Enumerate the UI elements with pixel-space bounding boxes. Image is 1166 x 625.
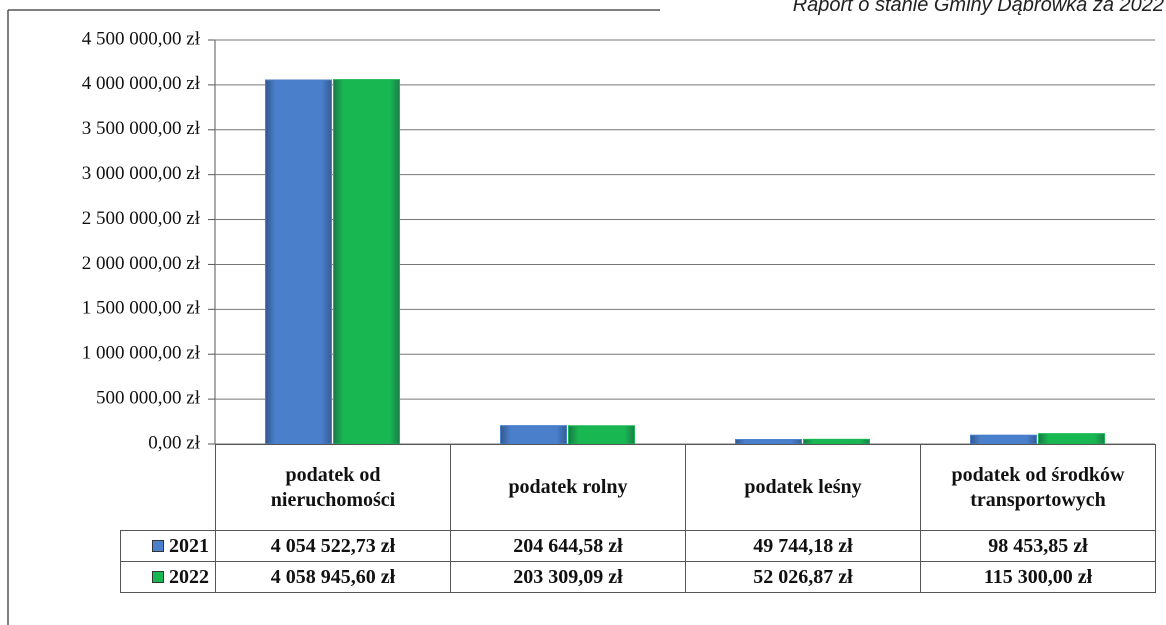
value-label: 52 026,87 zł: [685, 561, 921, 593]
bar: [970, 434, 1037, 445]
legend-label: 2022: [169, 565, 209, 588]
page-header: Raport o stanie Gminy Dąbrówka za 2022: [792, 0, 1164, 16]
legend-entry: 2022: [120, 561, 216, 593]
bar: [265, 79, 332, 445]
value-label: 204 644,58 zł: [450, 530, 686, 562]
bar: [500, 425, 567, 445]
legend-label: 2021: [169, 534, 209, 557]
y-tick-label: 3 000 000,00 zł: [82, 163, 201, 184]
y-tick-label: 1 000 000,00 zł: [82, 343, 201, 364]
bar: [333, 79, 400, 445]
value-label: 203 309,09 zł: [450, 561, 686, 593]
bar: [1038, 433, 1105, 445]
y-tick-label: 0,00 zł: [148, 432, 200, 453]
category-label: podatek od środków transportowych: [920, 444, 1156, 531]
y-tick-label: 500 000,00 zł: [96, 387, 201, 408]
y-tick-label: 1 500 000,00 zł: [82, 298, 201, 319]
legend-swatch: [152, 540, 164, 552]
value-label: 4 054 522,73 zł: [215, 530, 451, 562]
y-tick-label: 2 500 000,00 zł: [82, 208, 201, 229]
value-label: 98 453,85 zł: [920, 530, 1156, 562]
category-label: podatek rolny: [450, 444, 686, 531]
bar: [568, 425, 635, 445]
category-label: podatek leśny: [685, 444, 921, 531]
y-tick-label: 4 500 000,00 zł: [82, 28, 201, 49]
y-tick-label: 3 500 000,00 zł: [82, 118, 201, 139]
value-label: 4 058 945,60 zł: [215, 561, 451, 593]
legend-entry: 2021: [120, 530, 216, 562]
y-tick-label: 2 000 000,00 zł: [82, 253, 201, 274]
y-tick-label: 4 000 000,00 zł: [82, 73, 201, 94]
value-label: 115 300,00 zł: [920, 561, 1156, 593]
category-label: podatek od nieruchomości: [215, 444, 451, 531]
value-label: 49 744,18 zł: [685, 530, 921, 562]
bar: [803, 438, 870, 445]
legend-swatch: [152, 571, 164, 583]
